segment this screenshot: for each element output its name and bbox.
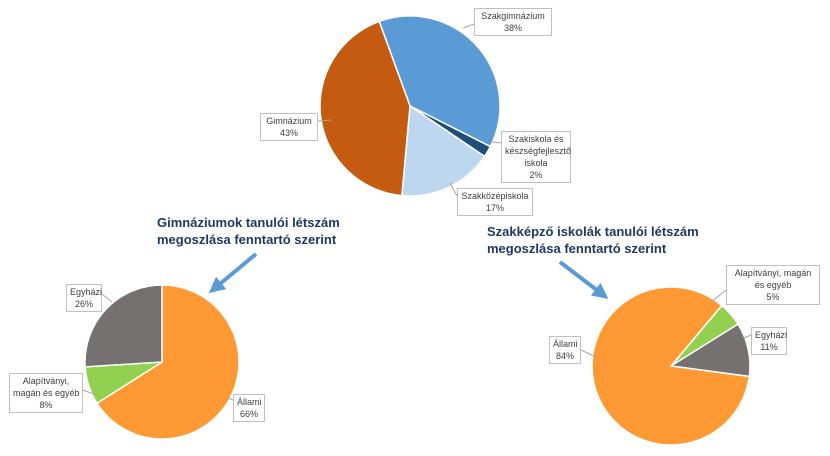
leader-line-2 xyxy=(449,182,458,197)
label-szak-alapitvanyi: Alapítványi, magán és egyéb 5% xyxy=(726,265,820,305)
label-szakkozepiskola-pct: 17% xyxy=(485,203,504,213)
label-szakkozepiskola: Szakközépiskola 17% xyxy=(457,188,533,216)
label-szakiskola-line2: készségfejlesztő xyxy=(505,146,572,156)
leader-line-7 xyxy=(710,289,727,303)
label-szakkozepiskola-name: Szakközépiskola xyxy=(461,191,529,201)
label-szakgimnazium: Szakgimnázium 38% xyxy=(474,8,552,36)
label-gimn-alapitvanyi-pct: 8% xyxy=(39,400,53,410)
label-gimn-alapitvanyi: Alapítványi, magán és egyéb 8% xyxy=(9,373,83,413)
pie-slice-main-0 xyxy=(378,15,501,148)
label-szakiskola: Szakiskola és készségfejlesztő iskola 2% xyxy=(501,131,571,183)
label-szakiskola-line1: Szakiskola és xyxy=(508,134,564,144)
arrow-to-gimnazium xyxy=(208,252,258,294)
label-szakgimnazium-pct: 38% xyxy=(503,23,522,33)
label-szak-allami-pct: 84% xyxy=(555,351,574,361)
caption-szakkepzo: Szakképző iskolák tanulói létszám megosz… xyxy=(487,223,699,257)
leader-line-9 xyxy=(580,349,599,359)
label-szakgimnazium-name: Szakgimnázium xyxy=(481,11,545,21)
label-gimn-allami-pct: 66% xyxy=(239,409,258,419)
leader-line-4 xyxy=(101,293,113,303)
leader-line-5 xyxy=(82,389,97,396)
leader-line-1 xyxy=(491,141,502,144)
label-gimnazium: Gimnázium 43% xyxy=(260,113,318,141)
pie-slice-main-2 xyxy=(401,104,486,197)
label-gimn-alapitvanyi-line1: Alapítványi, xyxy=(22,376,70,386)
caption-szakkepzo-line1: Szakképző iskolák tanulói létszám xyxy=(487,224,699,239)
label-szak-allami: Állami 84% xyxy=(549,336,581,364)
label-szak-egyhazi-name: Egyházi xyxy=(755,330,788,340)
label-szak-alapitvanyi-line1: Alapítványi, magán xyxy=(734,268,812,278)
leader-line-8 xyxy=(743,334,752,339)
leader-line-0 xyxy=(462,23,475,29)
label-szakiskola-pct: 2% xyxy=(529,170,543,180)
caption-szakkepzo-line2: megoszlása fenntartó szerint xyxy=(487,241,667,256)
leader-line-6 xyxy=(227,397,234,401)
label-szak-alapitvanyi-line2: és egyéb xyxy=(754,280,792,290)
label-gimn-allami: Állami 66% xyxy=(233,394,265,422)
label-gimn-alapitvanyi-line2: magán és egyéb xyxy=(13,388,80,398)
pie-slice-szakkepzo-2 xyxy=(591,286,751,446)
label-szak-egyhazi-pct: 11% xyxy=(760,342,778,352)
label-szak-allami-name: Állami xyxy=(553,339,578,349)
caption-gimnazium-line2: megoszlása fenntartó szerint xyxy=(157,232,337,247)
label-gimn-allami-name: Állami xyxy=(237,397,262,407)
label-gimn-egyhazi: Egyházi 26% xyxy=(66,284,102,312)
pie-slice-gimnazium-2 xyxy=(84,284,163,368)
label-szak-egyhazi: Egyházi 11% xyxy=(751,327,787,355)
caption-gimnazium-line1: Gimnáziumok tanulói létszám xyxy=(157,215,340,230)
arrow-to-szakkepzo xyxy=(558,260,609,299)
caption-gimnazium: Gimnáziumok tanulói létszám megoszlása f… xyxy=(157,214,340,248)
label-gimnazium-name: Gimnázium xyxy=(266,116,312,126)
leader-line-3 xyxy=(317,119,332,122)
pie-slice-main-3 xyxy=(319,20,411,197)
label-gimnazium-pct: 43% xyxy=(279,128,298,138)
label-gimn-egyhazi-pct: 26% xyxy=(74,299,93,309)
label-gimn-egyhazi-name: Egyházi xyxy=(70,287,103,297)
label-szakiskola-line3: iskola xyxy=(524,158,548,168)
label-szak-alapitvanyi-pct: 5% xyxy=(766,292,780,302)
